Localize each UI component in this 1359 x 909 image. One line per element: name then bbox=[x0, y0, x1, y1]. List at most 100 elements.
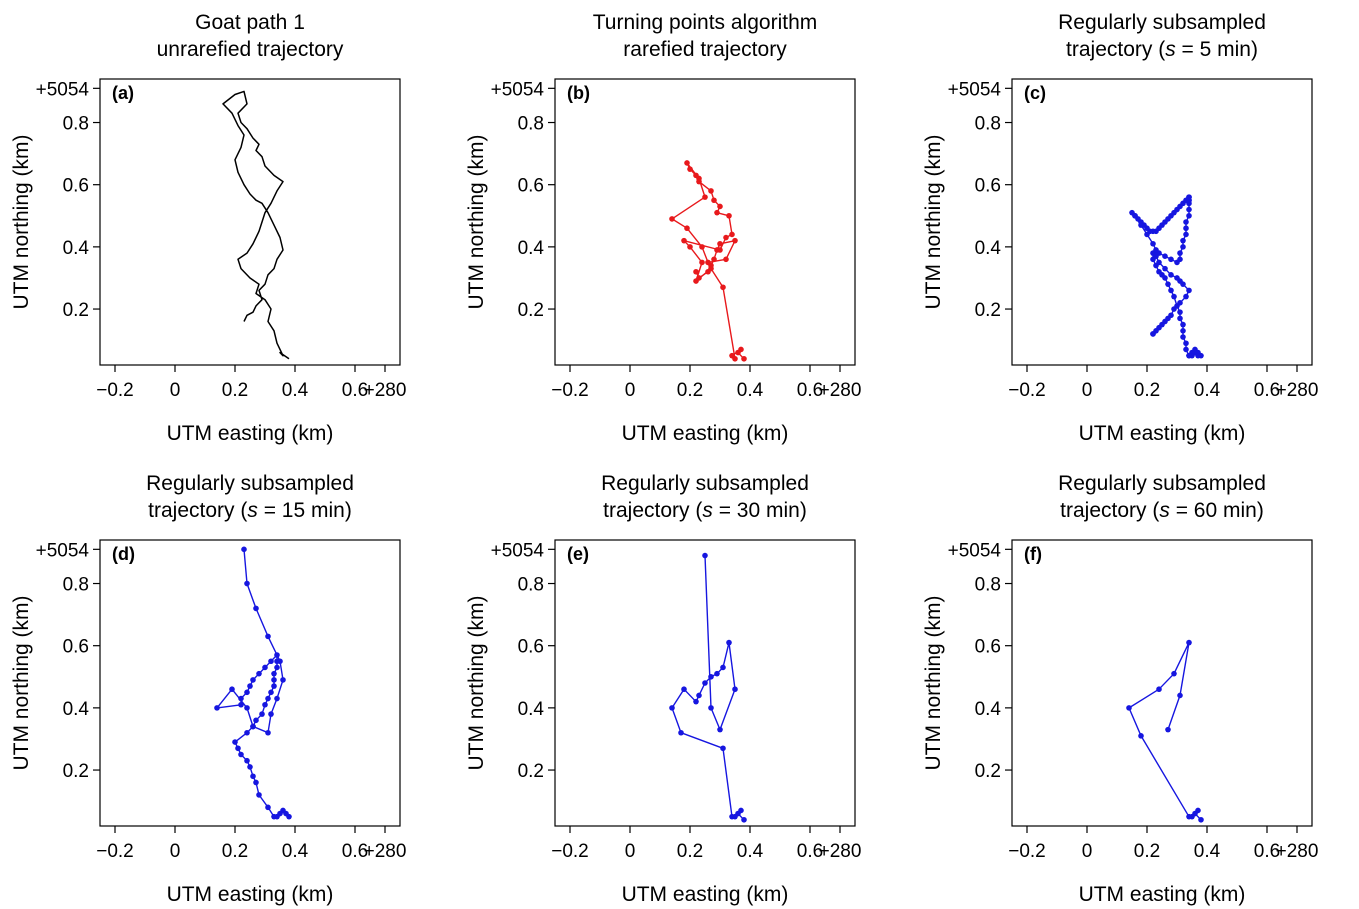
trajectory-point bbox=[699, 259, 705, 266]
trajectory-point bbox=[1186, 287, 1192, 294]
trajectory-point bbox=[717, 240, 723, 247]
x-tick-label: 0.4 bbox=[282, 380, 309, 401]
x-tick-label: 0.6 bbox=[1254, 380, 1280, 401]
trajectory-point bbox=[271, 813, 277, 820]
trajectory-point bbox=[723, 234, 729, 241]
trajectory-point bbox=[1138, 222, 1144, 228]
trajectory-point bbox=[268, 689, 274, 696]
trajectory-point bbox=[696, 692, 702, 699]
y-tick-label: 0.6 bbox=[975, 637, 1001, 658]
trajectory-point bbox=[1177, 309, 1183, 315]
panel-title-line: rarefied trajectory bbox=[623, 38, 787, 61]
trajectory-point bbox=[741, 816, 747, 823]
trajectory-point bbox=[702, 680, 708, 686]
x-axis-label: UTM easting (km) bbox=[1079, 422, 1246, 445]
x-tick-label: 0.2 bbox=[677, 380, 703, 401]
trajectory-point bbox=[681, 686, 687, 693]
title-segment: unrarefied trajectory bbox=[157, 38, 344, 61]
trajectory-point bbox=[1165, 281, 1171, 287]
trajectory-point bbox=[714, 670, 720, 677]
y-tick-label: 0.8 bbox=[63, 114, 89, 135]
panel-title-line: trajectory (s = 15 min) bbox=[148, 499, 352, 522]
trajectory-point bbox=[280, 677, 286, 683]
x-tick-label: +280 bbox=[364, 841, 407, 862]
trajectory-point bbox=[1195, 807, 1201, 814]
trajectory-point bbox=[1132, 212, 1138, 219]
trajectory-point bbox=[726, 212, 732, 219]
trajectory-point bbox=[1183, 346, 1189, 353]
title-segment: trajectory ( bbox=[1066, 38, 1165, 61]
x-tick-label: 0.2 bbox=[1134, 841, 1160, 862]
title-segment: trajectory ( bbox=[603, 499, 702, 522]
x-tick-label: 0.2 bbox=[1134, 380, 1160, 401]
trajectory-point bbox=[693, 268, 699, 275]
y-tick-label: 0.8 bbox=[518, 114, 544, 135]
trajectory-point bbox=[1180, 237, 1186, 244]
trajectory-point bbox=[717, 726, 723, 733]
y-tick-label: +5054 bbox=[36, 540, 90, 561]
trajectory-point bbox=[717, 203, 723, 210]
trajectory-point bbox=[1168, 287, 1174, 294]
trajectory-point bbox=[253, 605, 259, 612]
panel-title-line: unrarefied trajectory bbox=[157, 38, 344, 61]
trajectory-point bbox=[1180, 281, 1186, 287]
trajectory-line bbox=[222, 90, 290, 360]
trajectory-point bbox=[1180, 244, 1186, 250]
trajectory-point bbox=[268, 711, 274, 717]
trajectory-point bbox=[720, 745, 726, 752]
x-tick-label: 0.6 bbox=[797, 380, 823, 401]
trajectory-point bbox=[1171, 670, 1177, 677]
x-tick-label: 0.6 bbox=[797, 841, 823, 862]
panel-letter: (d) bbox=[112, 544, 135, 564]
panel-a: Goat path 1 unrarefied trajectory (a) −0.2 0… bbox=[10, 11, 406, 445]
trajectory-point bbox=[687, 166, 693, 172]
trajectory-point bbox=[714, 247, 720, 253]
trajectory-point bbox=[1165, 726, 1171, 733]
trajectory-point bbox=[1156, 686, 1162, 693]
trajectory-point bbox=[250, 723, 256, 730]
plot-frame bbox=[99, 539, 401, 827]
trajectory-point bbox=[1168, 272, 1174, 278]
x-axis-label: UTM easting (km) bbox=[622, 883, 789, 906]
y-tick-label: 0.4 bbox=[975, 238, 1002, 259]
trajectory-point bbox=[732, 237, 738, 244]
trajectory-point bbox=[1186, 352, 1192, 359]
y-tick-label: +5054 bbox=[948, 79, 1002, 100]
trajectory-point bbox=[244, 729, 250, 736]
trajectory-point bbox=[271, 670, 277, 677]
x-axis-label: UTM easting (km) bbox=[167, 883, 334, 906]
trajectory-point bbox=[271, 677, 277, 683]
x-tick-label: 0.4 bbox=[737, 380, 764, 401]
trajectory-point bbox=[1177, 315, 1183, 322]
title-segment: rarefied trajectory bbox=[623, 38, 787, 61]
x-tick-label: 0.2 bbox=[222, 841, 248, 862]
x-tick-label: 0.2 bbox=[222, 380, 248, 401]
y-tick-label: 0.6 bbox=[518, 637, 544, 658]
trajectory-point bbox=[262, 664, 268, 671]
y-tick-label: 0.6 bbox=[975, 176, 1001, 197]
y-tick-label: 0.4 bbox=[63, 699, 90, 720]
panel-title-line: Regularly subsampled bbox=[146, 472, 354, 495]
trajectory-point bbox=[684, 225, 690, 232]
y-axis-label: UTM northing (km) bbox=[465, 595, 488, 770]
y-axis-label: UTM northing (km) bbox=[10, 134, 33, 309]
panel-b: Turning points algorithm rarefied traject… bbox=[465, 11, 861, 445]
trajectory-point bbox=[1198, 816, 1204, 823]
trajectory-point bbox=[708, 705, 714, 711]
trajectory-point bbox=[274, 695, 280, 702]
y-tick-label: 0.2 bbox=[63, 761, 89, 782]
panel-letter: (b) bbox=[567, 83, 590, 103]
y-tick-label: 0.6 bbox=[63, 637, 89, 658]
panel-e: Regularly subsampled trajectory (s = 30 m… bbox=[465, 472, 861, 906]
x-tick-label: 0.6 bbox=[342, 380, 368, 401]
panel-letter: (f) bbox=[1024, 544, 1042, 564]
trajectory-point bbox=[1186, 212, 1192, 219]
trajectory-point bbox=[732, 355, 738, 362]
title-segment: s bbox=[1165, 38, 1176, 61]
trajectory-point bbox=[1177, 692, 1183, 699]
x-axis-label: UTM easting (km) bbox=[167, 422, 334, 445]
trajectory-point bbox=[1180, 334, 1186, 340]
x-tick-label: 0 bbox=[170, 841, 181, 862]
trajectory-point bbox=[729, 813, 735, 820]
